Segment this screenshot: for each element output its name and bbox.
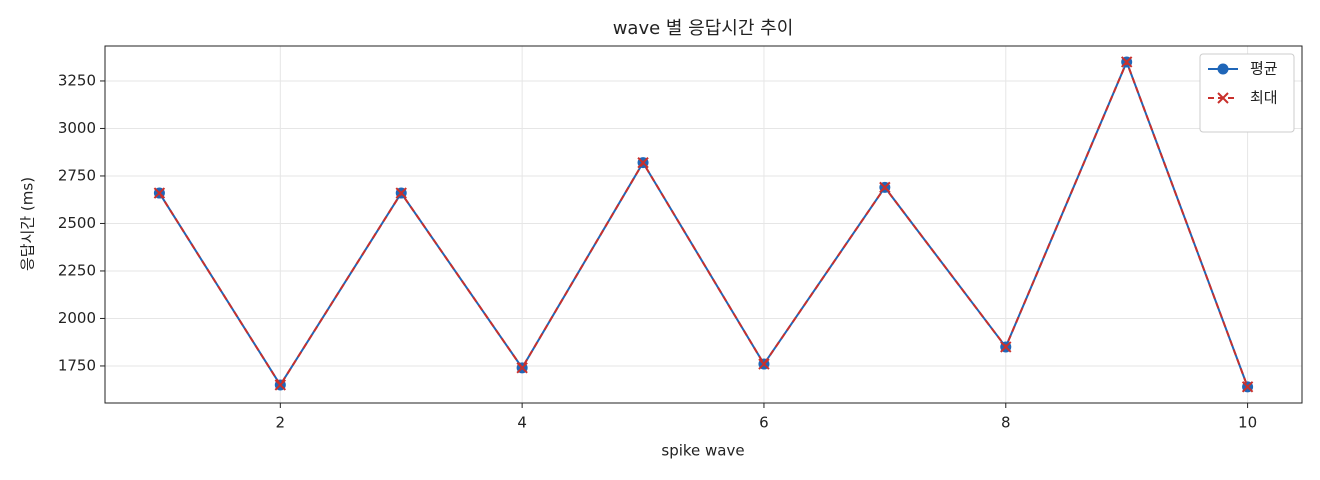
marker [516, 362, 528, 374]
legend-marker [1217, 92, 1229, 104]
marker [879, 181, 891, 194]
legend-label: 평균 [1250, 60, 1278, 78]
y-tick-label: 1750 [58, 356, 96, 374]
marker [1000, 341, 1012, 353]
marker [153, 187, 166, 199]
series-line [158, 59, 1249, 388]
marker [637, 156, 649, 169]
y-tick-label: 2000 [58, 309, 96, 327]
plot-frame [104, 45, 1303, 404]
y-axis-label: 응답시간 (ms) [19, 177, 37, 271]
x-tick-label: 8 [1001, 414, 1011, 432]
x-tick-label: 10 [1238, 414, 1257, 432]
y-tick-label: 3000 [58, 119, 96, 137]
legend-box [1199, 53, 1295, 133]
marker [395, 187, 407, 199]
legend-marker [1217, 63, 1229, 75]
x-tick-label: 6 [759, 414, 769, 432]
y-tick-label: 3250 [58, 71, 96, 89]
chart-title: wave 별 응답시간 추이 [613, 18, 794, 39]
y-tick-label: 2250 [58, 261, 96, 279]
marker [1120, 56, 1133, 68]
legend-label: 최대 [1250, 89, 1278, 107]
marker [1241, 381, 1254, 393]
series-line [158, 59, 1249, 388]
marker [758, 358, 770, 370]
marker [274, 379, 287, 391]
y-tick-label: 2500 [58, 214, 96, 232]
x-axis-label: spike wave [661, 442, 744, 460]
x-tick-label: 2 [276, 414, 286, 432]
y-tick-label: 2750 [58, 166, 96, 184]
x-tick-label: 4 [517, 414, 527, 432]
